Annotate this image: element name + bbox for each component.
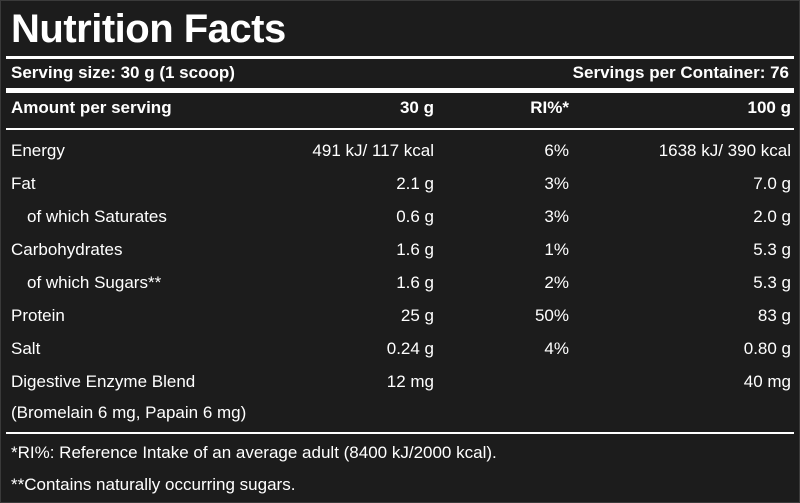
- row-ri: 3%: [544, 174, 569, 193]
- row-per-100: 2.0 g: [753, 207, 791, 226]
- row-per-100: 0.80 g: [743, 339, 791, 358]
- panel-title: Nutrition Facts: [11, 7, 286, 51]
- row-label: of which Saturates: [27, 207, 167, 226]
- row-per-serving: 25 g: [400, 306, 434, 325]
- row-per-100: 7.0 g: [753, 174, 791, 193]
- row-label: Salt: [11, 339, 41, 358]
- row-per-serving: 0.6 g: [396, 207, 434, 226]
- row-label: Protein: [11, 306, 65, 325]
- row-label: of which Sugars**: [27, 273, 162, 292]
- servings-per-container: Servings per Container: 76: [572, 63, 789, 82]
- table-row-carbohydrates: Carbohydrates 1.6 g 1% 5.3 g: [1, 236, 800, 264]
- divider-heavy: [6, 88, 794, 93]
- header-ri: RI%*: [530, 98, 569, 117]
- row-per-serving: 2.1 g: [396, 174, 434, 193]
- table-row-protein: Protein 25 g 50% 83 g: [1, 302, 800, 330]
- header-amount: Amount per serving: [11, 98, 172, 117]
- row-ri: 6%: [544, 141, 569, 160]
- divider-header: [6, 128, 794, 130]
- table-row-enzyme-blend: Digestive Enzyme Blend 12 mg 40 mg: [1, 368, 800, 396]
- row-ri: 2%: [544, 273, 569, 292]
- row-per-100: 5.3 g: [753, 273, 791, 292]
- serving-size: Serving size: 30 g (1 scoop): [11, 63, 235, 82]
- row-per-100: 1638 kJ/ 390 kcal: [658, 141, 791, 160]
- table-row-energy: Energy 491 kJ/ 117 kcal 6% 1638 kJ/ 390 …: [1, 137, 800, 165]
- row-label: Fat: [11, 174, 36, 193]
- divider-footer: [6, 432, 794, 434]
- row-label: Carbohydrates: [11, 240, 123, 259]
- row-ri: 3%: [544, 207, 569, 226]
- footnote-sugars: **Contains naturally occurring sugars.: [11, 475, 296, 494]
- table-row-fat: Fat 2.1 g 3% 7.0 g: [1, 170, 800, 198]
- row-per-serving: 0.24 g: [386, 339, 434, 358]
- row-per-serving: 491 kJ/ 117 kcal: [312, 141, 434, 160]
- row-per-serving: 1.6 g: [396, 240, 434, 259]
- row-per-100: 5.3 g: [753, 240, 791, 259]
- enzyme-detail-row: (Bromelain 6 mg, Papain 6 mg): [1, 399, 800, 427]
- row-per-100: 83 g: [757, 306, 791, 325]
- table-row-sugars: of which Sugars** 1.6 g 2% 5.3 g: [1, 269, 800, 297]
- header-per-serving: 30 g: [399, 98, 434, 117]
- divider-thick: [6, 56, 794, 59]
- row-label: Digestive Enzyme Blend: [11, 372, 196, 391]
- row-per-100: 40 mg: [743, 372, 791, 391]
- row-ri: 50%: [534, 306, 569, 325]
- row-ri: 1%: [544, 240, 569, 259]
- table-row-salt: Salt 0.24 g 4% 0.80 g: [1, 335, 800, 363]
- footnote-ri: *RI%: Reference Intake of an average adu…: [11, 443, 497, 462]
- row-per-serving: 1.6 g: [396, 273, 434, 292]
- enzyme-detail: (Bromelain 6 mg, Papain 6 mg): [11, 403, 247, 422]
- row-label: Energy: [11, 141, 65, 160]
- table-row-saturates: of which Saturates 0.6 g 3% 2.0 g: [1, 203, 800, 231]
- row-ri: 4%: [544, 339, 569, 358]
- table-header: Amount per serving 30 g RI%* 100 g: [1, 94, 800, 122]
- header-per-100: 100 g: [747, 98, 791, 117]
- row-per-serving: 12 mg: [386, 372, 434, 391]
